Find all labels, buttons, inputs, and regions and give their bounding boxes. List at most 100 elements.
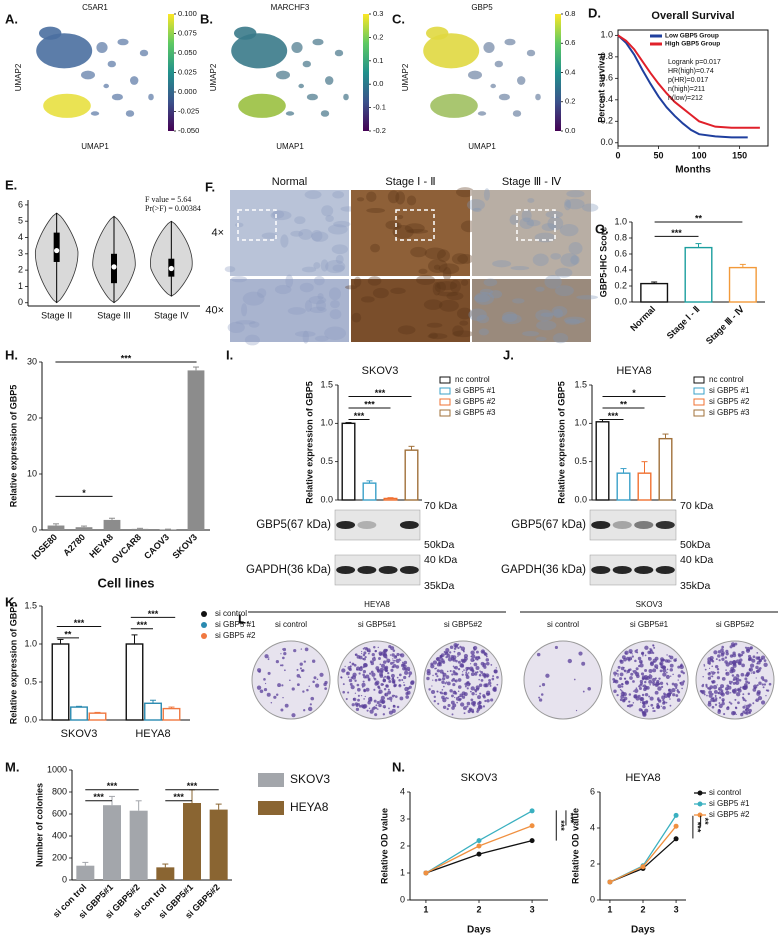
colony xyxy=(436,669,440,673)
panel-label: D. xyxy=(588,5,601,20)
x-axis-label: Days xyxy=(631,925,655,936)
colony xyxy=(720,689,724,693)
colony xyxy=(387,671,390,675)
colony xyxy=(446,697,449,700)
colorbar-tick-label: -0.050 xyxy=(178,126,199,135)
colony xyxy=(679,681,685,686)
colony xyxy=(711,659,715,663)
colony xyxy=(444,651,449,656)
colony xyxy=(640,672,645,676)
y-tick-label: 0.6 xyxy=(614,248,627,258)
ihc-texture xyxy=(436,281,458,291)
blot-marker-label: 70 kDa xyxy=(424,500,457,512)
umap-cluster xyxy=(298,83,305,89)
colony xyxy=(386,697,390,700)
colony xyxy=(648,668,653,673)
series-line xyxy=(609,825,677,883)
colony xyxy=(639,697,644,701)
colony xyxy=(471,692,475,696)
colony xyxy=(362,647,365,650)
colony xyxy=(665,701,668,704)
colony xyxy=(617,675,619,677)
colony xyxy=(490,664,493,666)
colony xyxy=(706,694,708,697)
x-tick-label: CAOV3 xyxy=(142,532,171,561)
x-tick-label: 2 xyxy=(640,904,645,914)
blot-band xyxy=(591,566,611,574)
colony xyxy=(756,690,761,695)
legend-swatch xyxy=(201,611,207,617)
colony xyxy=(380,682,384,686)
colony xyxy=(459,693,464,698)
colony xyxy=(725,671,730,676)
ihc-texture xyxy=(242,291,265,306)
colony xyxy=(734,706,738,709)
significance-label: *** xyxy=(608,411,619,421)
y-tick-label: 800 xyxy=(52,786,67,796)
colony xyxy=(712,685,718,690)
umap-cluster xyxy=(535,93,541,101)
colony xyxy=(441,689,444,691)
colony xyxy=(461,695,466,699)
colony xyxy=(375,704,378,707)
colony xyxy=(668,655,671,658)
blot-band xyxy=(378,566,398,574)
legend-label: si GBP5 #2 xyxy=(455,397,496,406)
colony xyxy=(306,688,309,692)
colony xyxy=(644,680,647,684)
bar xyxy=(76,865,95,880)
y-tick-label: 0.6 xyxy=(600,73,613,83)
colony xyxy=(434,678,438,682)
colony xyxy=(573,678,576,681)
panel-label: H. xyxy=(5,347,18,362)
x-tick-label: 150 xyxy=(732,150,747,160)
colony xyxy=(256,685,262,690)
x-tick-label: 0 xyxy=(615,150,620,160)
ihc-texture xyxy=(437,291,458,297)
panel-label: M. xyxy=(5,759,19,774)
colony xyxy=(393,681,396,684)
colony xyxy=(267,658,270,661)
colony xyxy=(470,686,475,691)
colony xyxy=(464,685,467,688)
blot-band xyxy=(655,521,675,529)
ihc-texture xyxy=(360,296,375,303)
colony xyxy=(469,690,472,693)
legend-label: si GBP5 #3 xyxy=(455,408,496,417)
y-axis-label: Percent survival xyxy=(596,53,606,123)
panel-label: J. xyxy=(503,347,514,362)
bar xyxy=(187,370,205,530)
colony xyxy=(612,681,615,683)
colony xyxy=(705,685,708,688)
colony xyxy=(653,709,656,713)
legend-swatch xyxy=(439,387,451,395)
colony xyxy=(442,677,446,681)
y-tick-label: 5 xyxy=(18,216,23,226)
colony xyxy=(302,690,305,693)
umap-cluster xyxy=(423,33,480,69)
colony xyxy=(758,666,762,670)
umap-cluster xyxy=(490,83,497,89)
colony xyxy=(355,704,359,707)
x-axis-label: Cell lines xyxy=(97,575,154,590)
colony xyxy=(658,682,661,686)
colony xyxy=(387,676,391,681)
colony xyxy=(457,690,460,692)
annotation: Logrank p=0.017 xyxy=(668,59,721,66)
colony xyxy=(281,664,284,667)
colony xyxy=(700,690,704,694)
colony xyxy=(718,691,721,693)
colony xyxy=(403,660,408,665)
colony xyxy=(763,662,768,667)
colony xyxy=(453,650,456,653)
colony xyxy=(349,661,352,664)
colony xyxy=(404,670,409,675)
legend-swatch xyxy=(439,409,451,417)
umap-cluster xyxy=(343,93,349,101)
colony xyxy=(433,699,436,703)
group-label: HEYA8 xyxy=(364,600,390,609)
ihc-texture xyxy=(353,276,362,287)
colony xyxy=(703,663,705,666)
colony xyxy=(280,708,284,712)
